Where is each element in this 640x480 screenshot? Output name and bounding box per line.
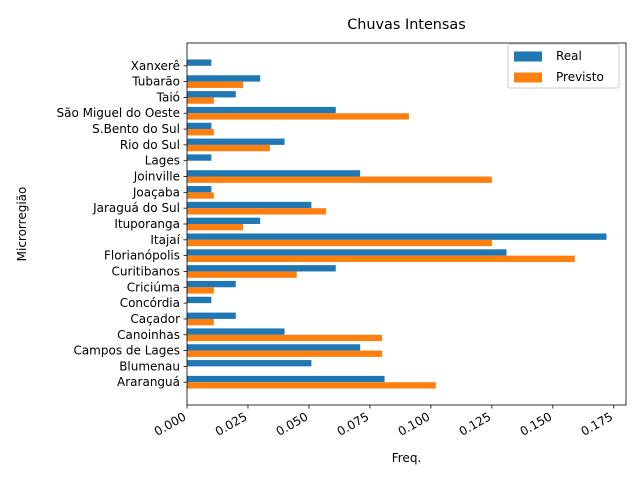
- bar-previsto-0: [187, 382, 436, 389]
- bar-real-3: [187, 328, 285, 335]
- bar-real-19: [187, 75, 261, 82]
- y-tick-label: Canoinhas: [117, 328, 180, 342]
- bar-previsto-19: [187, 81, 244, 88]
- bar-real-1: [187, 360, 312, 367]
- bar-previsto-18: [187, 97, 214, 104]
- y-tick-label: Joaçaba: [132, 185, 180, 199]
- legend-label-real: Real: [556, 49, 582, 63]
- bar-previsto-15: [187, 144, 270, 152]
- x-axis-title: Freq.: [392, 451, 422, 465]
- y-tick-label: Curitibanos: [112, 264, 180, 278]
- bar-real-18: [187, 91, 236, 98]
- bar-previsto-16: [187, 129, 214, 136]
- bar-real-16: [187, 122, 212, 130]
- y-tick-label: Joinville: [133, 170, 180, 184]
- y-tick-label: Taió: [156, 90, 180, 104]
- legend: Real Previsto: [507, 43, 620, 89]
- bar-previsto-6: [187, 287, 214, 294]
- bar-previsto-4: [187, 318, 214, 326]
- bar-previsto-2: [187, 350, 383, 357]
- bar-real-20: [187, 59, 212, 66]
- chart-title: Chuvas Intensas: [347, 17, 466, 33]
- plot-frame: [186, 42, 627, 406]
- y-tick-label: São Miguel do Oeste: [56, 106, 180, 120]
- y-tick-label: Ituporanga: [114, 217, 180, 231]
- y-axis-title: Microrregião: [15, 187, 29, 262]
- y-tick-label: Tubarão: [131, 75, 180, 89]
- bar-real-14: [187, 154, 212, 161]
- bar-previsto-8: [187, 255, 575, 262]
- y-tick-label: Xanxerê: [131, 59, 180, 73]
- y-tick-label: Itajaí: [150, 233, 180, 247]
- y-tick-label: Lages: [145, 154, 180, 168]
- y-tick-label: Caçador: [130, 312, 180, 326]
- bar-real-10: [187, 217, 261, 224]
- bar-previsto-13: [187, 176, 492, 183]
- y-tick-label: Rio do Sul: [120, 138, 180, 152]
- bar-real-17: [187, 106, 336, 114]
- y-tick-label: Araranguá: [117, 375, 180, 389]
- bar-previsto-9: [187, 239, 492, 247]
- y-tick-label: Florianópolis: [104, 249, 180, 263]
- legend-swatch-real: [514, 51, 542, 62]
- y-tick-label: Jaraguá do Sul: [92, 201, 180, 215]
- bar-real-8: [187, 249, 507, 256]
- y-tick-label: S.Bento do Sul: [92, 122, 180, 136]
- bar-previsto-3: [187, 334, 383, 342]
- bar-previsto-12: [187, 192, 214, 199]
- bar-real-12: [187, 186, 212, 193]
- bar-previsto-7: [187, 271, 297, 278]
- y-tick-label: Campos de Lages: [73, 344, 180, 358]
- y-tick-label: Concórdia: [120, 296, 180, 310]
- bar-real-4: [187, 312, 236, 319]
- legend-swatch-previsto: [514, 72, 542, 83]
- bar-previsto-17: [187, 113, 409, 120]
- y-tick-label: Blumenau: [119, 359, 180, 373]
- bar-real-0: [187, 375, 385, 383]
- legend-label-previsto: Previsto: [556, 70, 604, 84]
- bar-real-15: [187, 138, 285, 145]
- bar-real-9: [187, 233, 607, 240]
- bar-real-6: [187, 280, 236, 288]
- bars-layer: [187, 59, 607, 389]
- bar-real-2: [187, 344, 361, 351]
- bar-previsto-11: [187, 208, 327, 215]
- bar-previsto-10: [187, 224, 244, 231]
- y-tick-label: Criciúma: [127, 280, 180, 294]
- bar-real-11: [187, 201, 312, 209]
- bar-real-13: [187, 170, 361, 177]
- bar-real-5: [187, 296, 212, 304]
- bar-real-7: [187, 265, 336, 272]
